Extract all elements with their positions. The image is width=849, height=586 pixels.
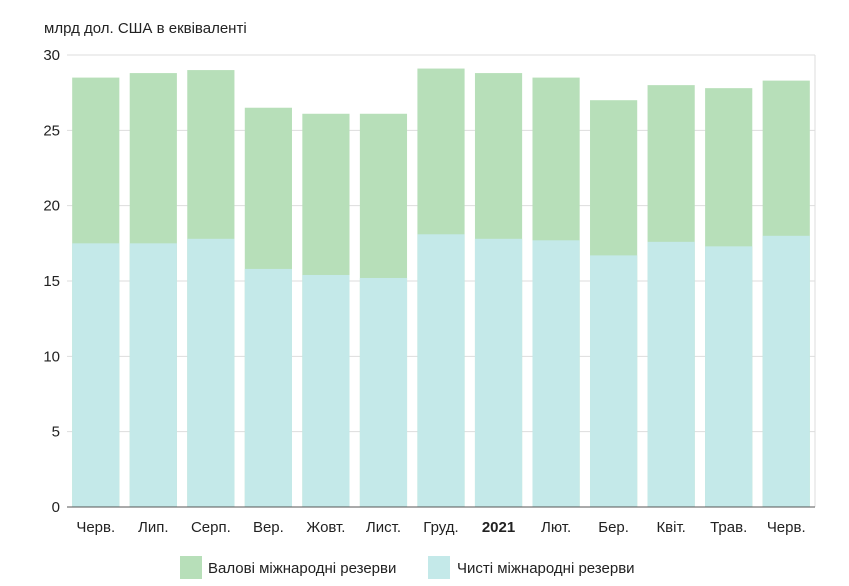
x-tick-label: Груд.: [423, 519, 458, 536]
y-tick-label: 25: [43, 122, 60, 139]
bar-net-reserves: [590, 255, 638, 507]
y-tick-label: 20: [43, 198, 60, 215]
x-axis-ticks: Черв. Лип. Серп. Вер. Жовт. Лист. Груд. 2021 Лют…: [76, 519, 805, 536]
x-tick-label: Жовт.: [306, 519, 345, 536]
bar-net-reserves: [244, 268, 292, 507]
bar-net-reserves: [129, 243, 177, 508]
bar-net-reserves: [72, 243, 120, 508]
x-tick-label: Лист.: [366, 519, 401, 536]
legend-label: Чисті міжнародні резерви: [457, 560, 635, 577]
bar-net-reserves: [417, 234, 465, 507]
bars: [72, 68, 810, 508]
x-tick-label: Трав.: [710, 519, 747, 536]
y-axis-unit-label: млрд дол. США в еквіваленті: [44, 20, 247, 37]
x-tick-label: Бер.: [598, 519, 629, 536]
y-tick-label: 10: [43, 348, 60, 365]
y-tick-label: 0: [52, 499, 60, 516]
bar-net-reserves: [762, 235, 810, 508]
x-tick-label: Вер.: [253, 519, 284, 536]
x-tick-label: Лип.: [138, 519, 169, 536]
x-tick-label: Серп.: [191, 519, 231, 536]
bar-net-reserves: [705, 246, 753, 507]
bar-net-reserves: [187, 238, 235, 507]
legend-swatch: [428, 556, 450, 579]
x-tick-label: 2021: [482, 519, 515, 536]
y-tick-label: 5: [52, 424, 60, 441]
y-tick-label: 30: [43, 47, 60, 64]
legend-swatch: [180, 556, 202, 579]
legend: Валові міжнародні резерви Чисті міжнародн…: [180, 556, 635, 579]
x-tick-label: Лют.: [541, 519, 571, 536]
bar-net-reserves: [359, 277, 408, 507]
x-tick-label: Черв.: [76, 519, 115, 536]
y-axis-ticks: 0 5 10 15 20 25 30: [43, 47, 60, 516]
x-tick-label: Черв.: [767, 519, 806, 536]
legend-label: Валові міжнародні резерви: [208, 560, 396, 577]
bar-net-reserves: [474, 238, 523, 507]
y-tick-label: 15: [43, 273, 60, 290]
x-tick-label: Квіт.: [656, 519, 685, 536]
bar-net-reserves: [302, 274, 350, 507]
bar-net-reserves: [647, 241, 695, 507]
bar-net-reserves: [532, 240, 580, 507]
